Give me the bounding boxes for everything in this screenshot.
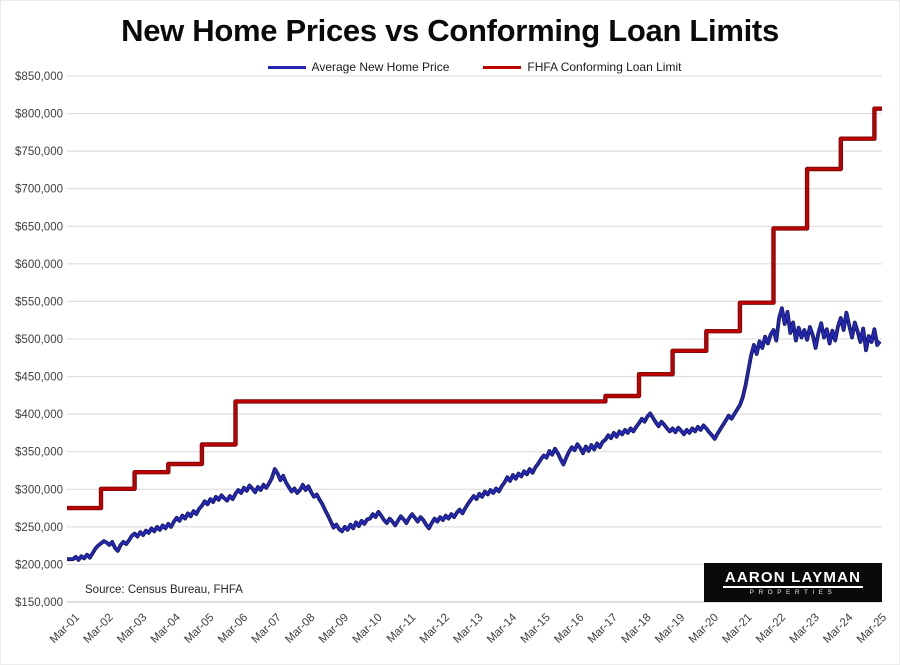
y-axis-tick-label: $800,000 xyxy=(15,109,63,121)
x-axis-tick-label: Mar-10 xyxy=(350,612,384,646)
x-axis-tick-label: Mar-02 xyxy=(81,612,115,646)
series-loan-limit-edge xyxy=(67,106,882,511)
x-axis-tick-label: Mar-17 xyxy=(586,612,620,646)
x-axis-tick-label: Mar-01 xyxy=(48,612,82,646)
y-axis-tick-label: $500,000 xyxy=(15,334,63,346)
x-axis-tick-label: Mar-05 xyxy=(182,612,216,646)
legend-label-home-price: Average New Home Price xyxy=(311,60,450,74)
x-axis-tick-label: Mar-04 xyxy=(149,611,184,646)
x-axis-tick-label: Mar-22 xyxy=(754,612,788,646)
x-axis-tick-label: Mar-13 xyxy=(451,612,485,646)
y-axis-tick-label: $300,000 xyxy=(15,484,63,496)
x-axis-tick-label: Mar-14 xyxy=(485,611,520,646)
legend-swatch-loan-limit xyxy=(483,65,522,69)
x-axis-tick-label: Mar-18 xyxy=(619,612,653,646)
x-axis-tick-label: Mar-19 xyxy=(653,612,687,646)
x-axis-tick-label: Mar-25 xyxy=(855,612,889,646)
y-axis-tick-label: $550,000 xyxy=(15,296,63,308)
x-axis-tick-label: Mar-06 xyxy=(216,612,250,646)
brand-subtitle: PROPERTIES xyxy=(749,589,837,596)
y-axis-tick-label: $600,000 xyxy=(15,259,63,271)
x-axis-tick-label: Mar-20 xyxy=(687,612,721,646)
x-axis-tick-label: Mar-24 xyxy=(821,611,856,646)
series-fhfa-conforming-loan-limit xyxy=(67,107,882,510)
chart-title: New Home Prices vs Conforming Loan Limit… xyxy=(121,13,779,48)
x-axis-tick-label: Mar-11 xyxy=(385,612,419,646)
y-axis-tick-label: $150,000 xyxy=(15,597,63,609)
y-axis-tick-label: $350,000 xyxy=(15,447,63,459)
brand-logo: AARON LAYMAN PROPERTIES xyxy=(704,563,882,602)
legend-item-home-price: Average New Home Price xyxy=(267,60,450,74)
x-axis-tick-label: Mar-12 xyxy=(418,612,452,646)
y-axis-tick-label: $400,000 xyxy=(15,409,63,421)
x-axis-tick-label: Mar-03 xyxy=(115,612,149,646)
x-axis-tick-label: Mar-15 xyxy=(519,612,553,646)
y-axis-tick-label: $850,000 xyxy=(15,71,63,83)
legend-swatch-home-price xyxy=(267,65,306,69)
x-axis-tick-label: Mar-09 xyxy=(317,612,351,646)
x-axis-tick-label: Mar-07 xyxy=(250,612,284,646)
brand-name: AARON LAYMAN xyxy=(722,569,864,588)
legend-label-loan-limit: FHFA Conforming Loan Limit xyxy=(527,60,682,74)
y-axis-tick-label: $650,000 xyxy=(15,221,63,233)
y-axis-tick-label: $750,000 xyxy=(15,146,63,158)
y-axis-tick-label: $250,000 xyxy=(15,522,63,534)
legend-item-loan-limit: FHFA Conforming Loan Limit xyxy=(483,60,681,74)
y-axis-tick-label: $450,000 xyxy=(15,372,63,384)
chart-legend: Average New Home Price FHFA Conforming L… xyxy=(67,59,882,75)
x-axis-tick-label: Mar-08 xyxy=(283,612,317,646)
x-axis-tick-label: Mar-23 xyxy=(788,612,822,646)
x-axis-tick-label: Mar-21 xyxy=(720,612,754,646)
y-axis-tick-label: $200,000 xyxy=(15,559,63,571)
series-average-new-home-price xyxy=(67,307,881,561)
y-axis-tick-label: $700,000 xyxy=(15,184,63,196)
x-axis-tick-label: Mar-16 xyxy=(552,612,586,646)
source-note: Source: Census Bureau, FHFA xyxy=(85,584,243,596)
